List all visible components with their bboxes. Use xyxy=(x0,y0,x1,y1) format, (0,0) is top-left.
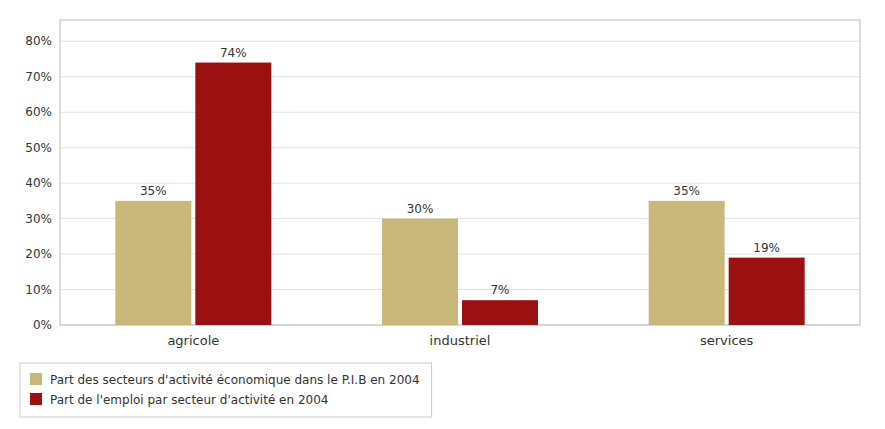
grid-line xyxy=(60,76,860,77)
y-tick-label: 0% xyxy=(33,318,52,332)
legend-label: Part des secteurs d'activité économique … xyxy=(50,373,420,387)
bars xyxy=(115,63,804,325)
x-tick-label: services xyxy=(700,333,754,348)
bar xyxy=(195,63,271,325)
bar xyxy=(729,258,805,325)
legend-swatch xyxy=(30,373,42,385)
data-labels: 35% 74% 30% 7% 35% 19% xyxy=(140,46,780,298)
x-tick-label: industriel xyxy=(430,333,491,348)
y-tick-label: 60% xyxy=(25,105,52,119)
legend-swatch xyxy=(30,393,42,405)
data-label: 30% xyxy=(407,202,434,216)
data-label: 7% xyxy=(490,283,509,297)
y-tick-label: 40% xyxy=(25,176,52,190)
bar xyxy=(115,201,191,325)
grid-line xyxy=(60,183,860,184)
legend: Part des secteurs d'activité économique … xyxy=(20,363,432,417)
bar xyxy=(649,201,725,325)
y-tick-label: 30% xyxy=(25,212,52,226)
grid-line xyxy=(60,41,860,42)
y-tick-label: 10% xyxy=(25,283,52,297)
grid-line xyxy=(60,112,860,113)
y-tick-label: 20% xyxy=(25,247,52,261)
chart-svg: 0%10%20%30%40%50%60%70%80%35%74%30%7%35%… xyxy=(0,0,885,429)
legend-box xyxy=(20,363,432,417)
y-tick-label: 50% xyxy=(25,141,52,155)
data-label: 35% xyxy=(673,184,700,198)
y-tick-label: 80% xyxy=(25,34,52,48)
y-tick-label: 70% xyxy=(25,70,52,84)
legend-label: Part de l'emploi par secteur d'activité … xyxy=(50,393,328,407)
bar xyxy=(462,300,538,325)
grid-line xyxy=(60,147,860,148)
chart-container: 0%10%20%30%40%50%60%70%80%35%74%30%7%35%… xyxy=(0,0,885,429)
plot-frame xyxy=(60,20,860,325)
data-label: 35% xyxy=(140,184,167,198)
grid xyxy=(60,41,860,325)
data-label: 74% xyxy=(220,46,247,60)
data-label: 19% xyxy=(753,241,780,255)
x-tick-label: agricole xyxy=(167,333,219,348)
bar xyxy=(382,219,458,325)
